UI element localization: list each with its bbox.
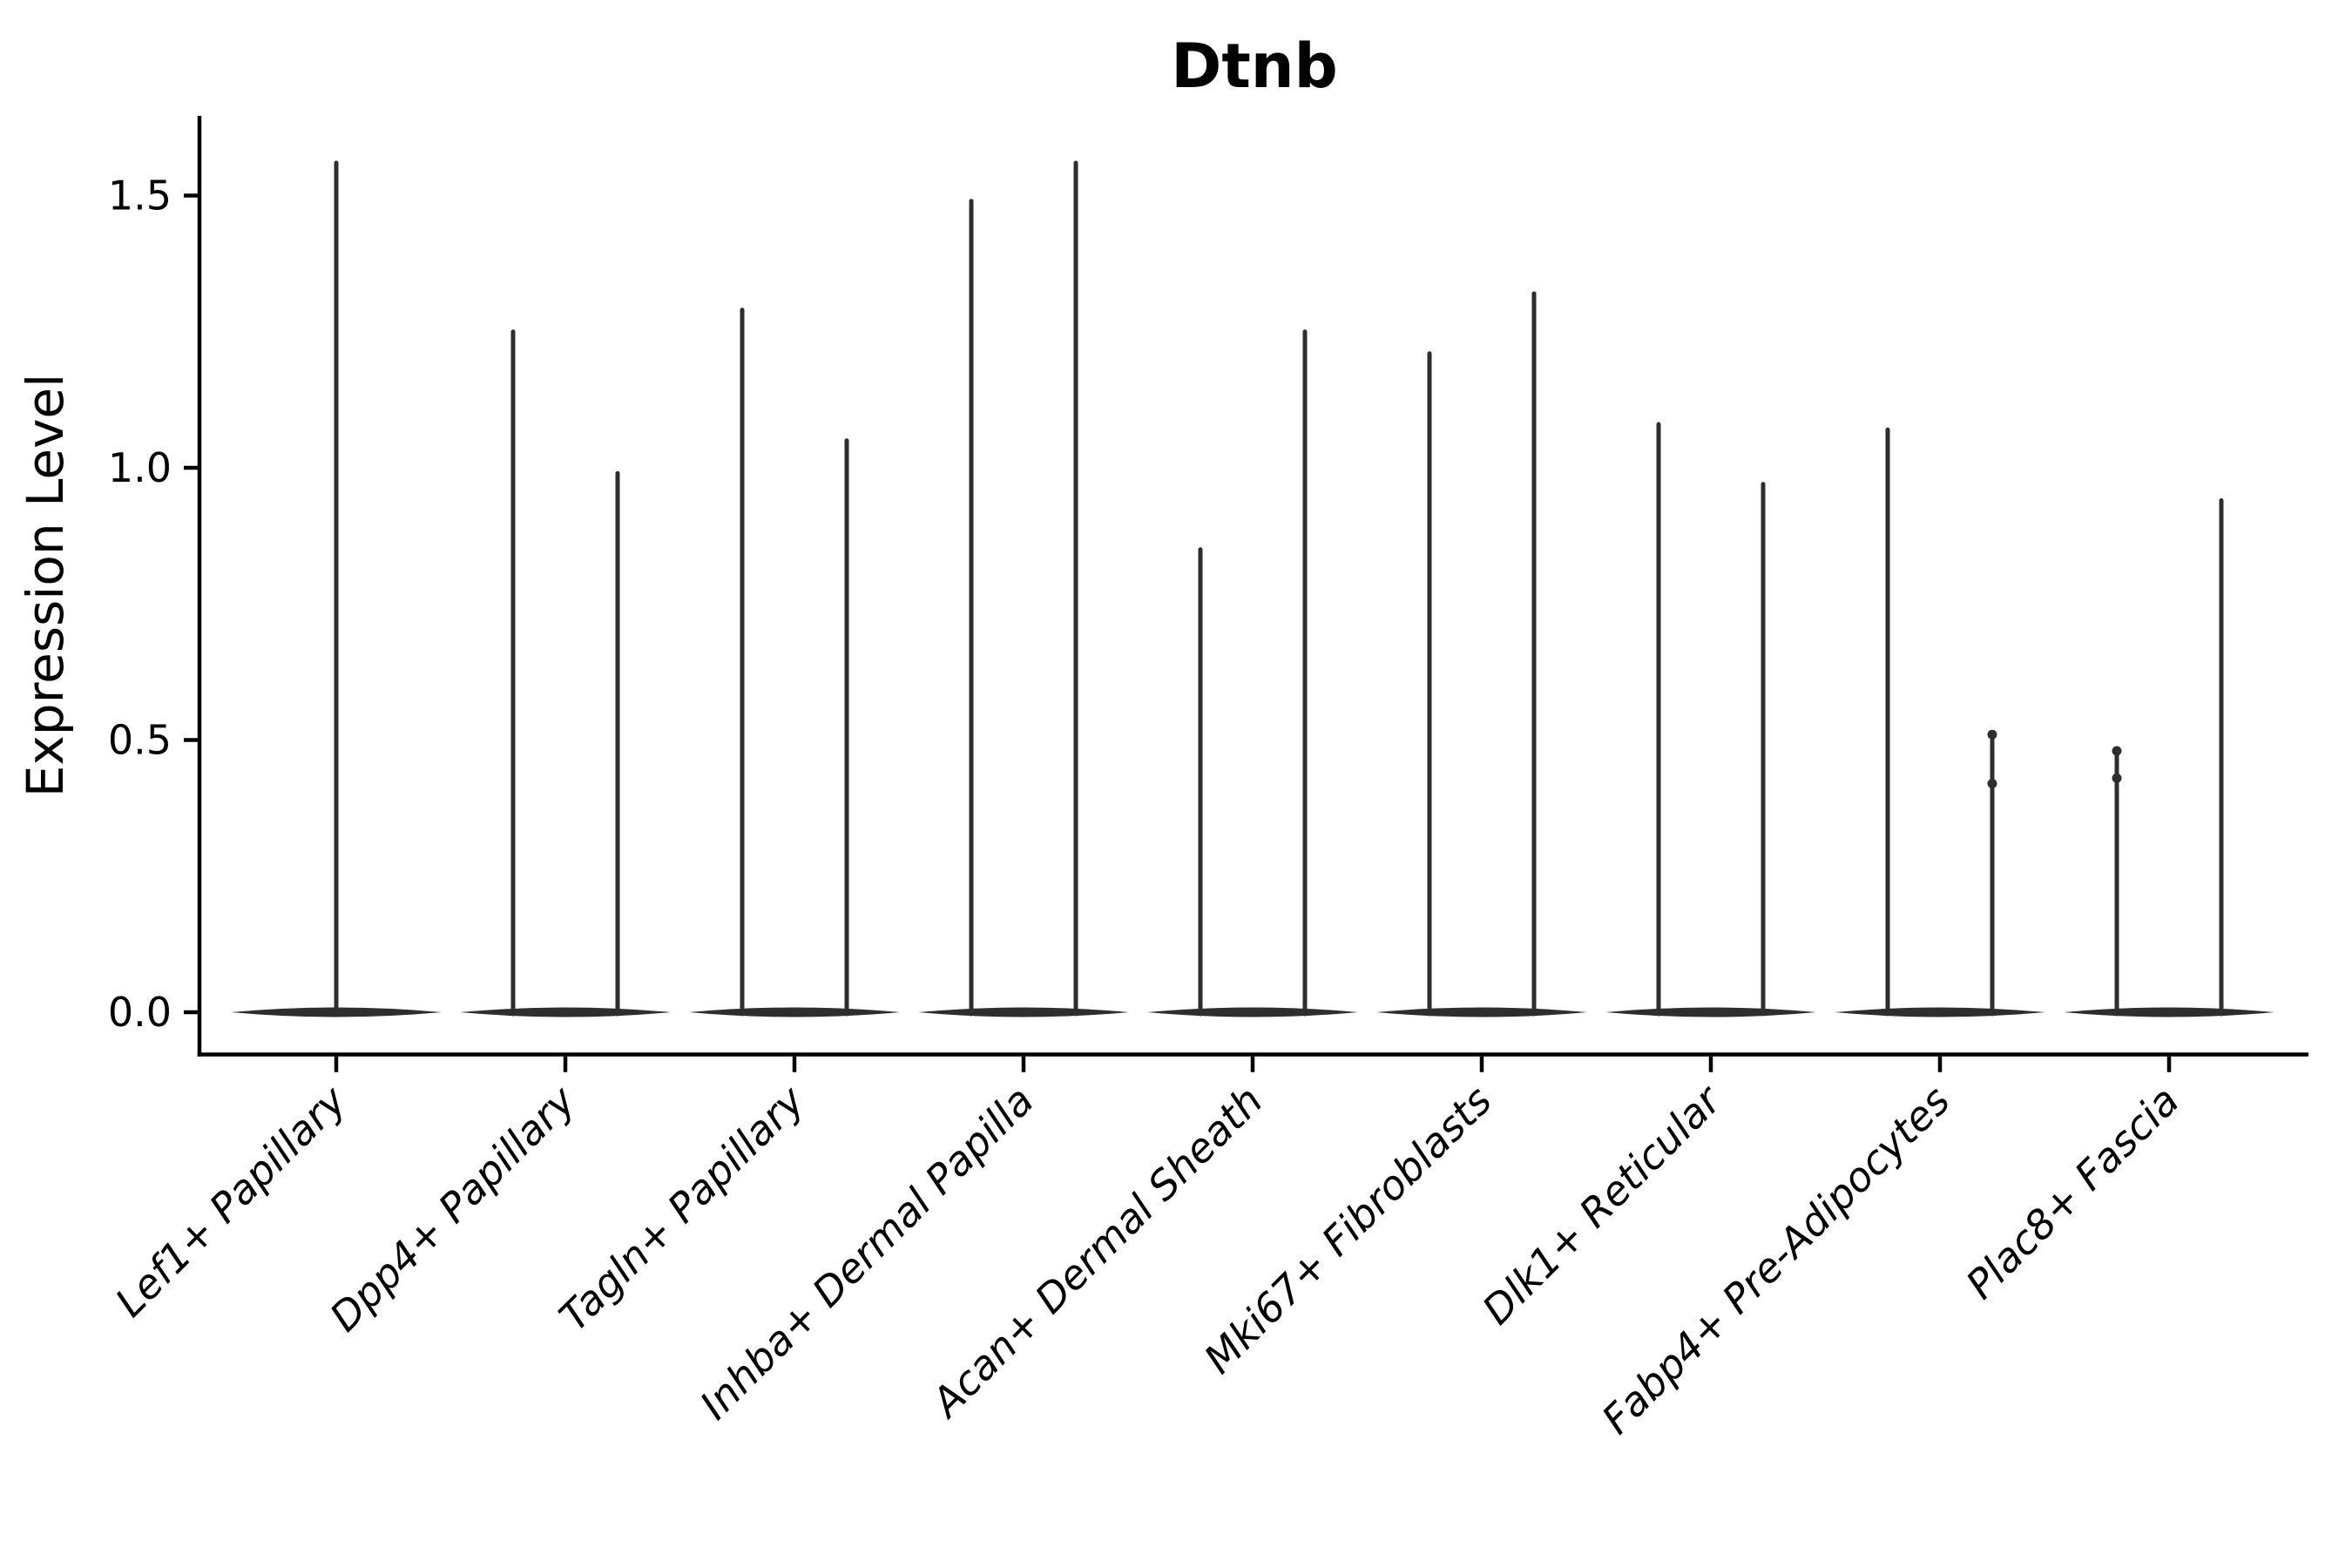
y-tick-label: 1.0 [108,444,172,491]
violin-base [689,1007,900,1017]
expression-point [1987,729,1997,740]
expression-point [2112,773,2122,783]
x-tick-label: Plac8+ Fascia [1957,1077,2187,1308]
expression-point [2112,746,2122,756]
x-tick-label: Dlk1+ Reticular [1473,1075,1732,1334]
violin-base [1605,1007,1816,1017]
x-tick-label: Tagln+ Papillary [550,1077,814,1341]
y-tick-label: 1.5 [108,172,172,220]
violin-base [460,1007,671,1017]
violin-base [918,1007,1129,1017]
violin-layer [231,160,2274,1017]
violin-base [1835,1007,2045,1017]
violin-base [1147,1007,1358,1017]
x-tick-label: Dpp4+ Papillary [321,1077,585,1341]
y-tick-label: 0.5 [108,717,172,764]
violin-base [1376,1007,1587,1017]
chart-title: Dtnb [1171,30,1338,102]
axes-layer: 0.0 0.5 1.0 1.5 [108,116,2308,1072]
expression-point [1987,779,1997,788]
y-tick-label: 0.0 [108,989,172,1036]
y-axis-label: Expression Level [16,374,75,797]
x-tick-label: Lef1+ Papillary [106,1077,355,1326]
violin-base [2064,1007,2274,1017]
